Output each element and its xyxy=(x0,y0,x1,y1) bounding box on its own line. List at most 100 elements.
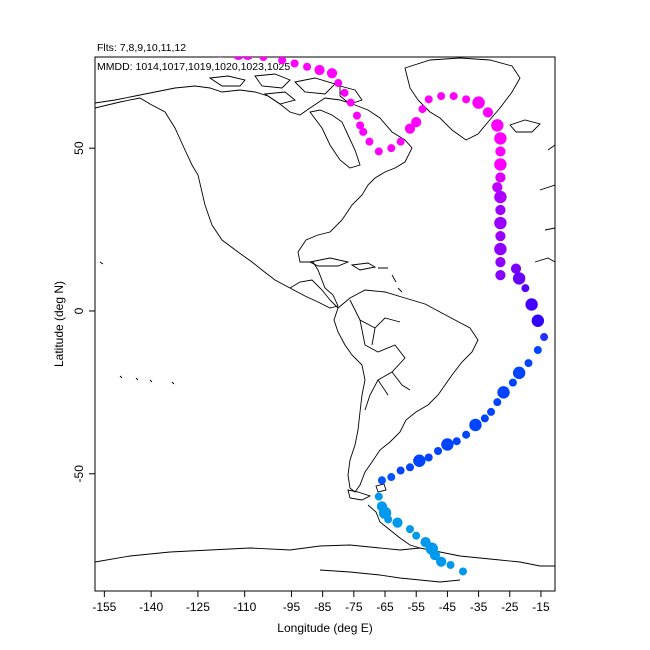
track-point-0 xyxy=(217,57,223,58)
track-point-60 xyxy=(424,453,433,462)
x-tick-label-0: -155 xyxy=(92,600,116,614)
x-tick-label-7: -65 xyxy=(376,600,394,614)
x-tick-label-3: -110 xyxy=(233,600,256,614)
track-point-16 xyxy=(374,147,383,156)
caribbean-islands xyxy=(308,257,403,293)
track-point-50 xyxy=(508,378,517,387)
europe-edge xyxy=(534,144,555,263)
track-point-17 xyxy=(387,144,396,153)
track-point-18 xyxy=(396,137,405,146)
track-point-44 xyxy=(525,298,538,311)
track-point-66 xyxy=(374,492,383,501)
track-point-52 xyxy=(493,398,502,407)
track-point-28 xyxy=(491,119,504,132)
track-point-77 xyxy=(446,560,455,569)
track-point-48 xyxy=(524,359,533,368)
track-point-12 xyxy=(352,111,361,120)
track-point-13 xyxy=(356,121,365,130)
track-point-22 xyxy=(424,95,433,104)
track-point-7 xyxy=(314,64,325,76)
track-point-26 xyxy=(472,96,485,109)
track-point-5 xyxy=(290,59,299,68)
y-axis: 50 0 -50 xyxy=(72,141,95,482)
track-point-37 xyxy=(495,230,506,242)
track-point-75 xyxy=(429,550,441,561)
track-point-51 xyxy=(497,386,510,399)
antarctica-coast xyxy=(95,544,555,583)
track-point-56 xyxy=(462,430,471,439)
track-point-39 xyxy=(495,257,506,268)
coastlines xyxy=(95,57,555,583)
track-point-4 xyxy=(278,57,287,65)
track-point-6 xyxy=(303,62,312,71)
track-point-31 xyxy=(494,158,507,171)
track-point-57 xyxy=(452,437,461,446)
track-point-36 xyxy=(494,216,507,230)
track-point-8 xyxy=(326,68,338,79)
track-point-29 xyxy=(494,132,507,145)
track-point-21 xyxy=(418,105,427,114)
track-point-59 xyxy=(434,446,443,455)
x-axis-label: Longitude (deg E) xyxy=(277,621,372,635)
track-point-40 xyxy=(495,270,506,281)
track-point-61 xyxy=(413,454,426,467)
x-tick-label-9: -45 xyxy=(439,600,457,614)
y-tick-label-2: -50 xyxy=(72,465,86,483)
track-point-42 xyxy=(512,272,526,285)
track-point-23 xyxy=(437,92,446,101)
x-tick-label-8: -55 xyxy=(408,600,426,614)
track-point-49 xyxy=(512,366,526,380)
track-point-1 xyxy=(233,57,244,60)
track-point-25 xyxy=(462,95,471,104)
scattered-islands xyxy=(99,261,175,385)
track-point-46 xyxy=(540,333,549,342)
y-tick-label-0: 50 xyxy=(72,141,86,155)
track-point-14 xyxy=(359,127,368,136)
track-point-76 xyxy=(436,556,447,567)
track-point-47 xyxy=(533,346,542,355)
tierra-del-fuego xyxy=(347,489,372,501)
track-point-15 xyxy=(365,137,374,146)
dates-label: MMDD: 1014,1017,1019,1020,1023,1025 xyxy=(97,61,290,73)
flight-track-points xyxy=(217,57,549,576)
track-point-55 xyxy=(469,418,482,432)
north-america-coast xyxy=(95,85,413,309)
track-point-32 xyxy=(495,172,506,183)
track-point-70 xyxy=(392,517,403,528)
track-point-54 xyxy=(480,414,489,423)
track-point-71 xyxy=(405,525,414,534)
iceland-coast xyxy=(509,119,541,133)
x-axis: -155 -140 -125 -110 -95 -85 -75 -65 -55 -45 -35 -25… xyxy=(92,591,550,614)
track-point-30 xyxy=(495,146,506,157)
track-point-69 xyxy=(384,515,393,524)
track-point-64 xyxy=(387,473,396,482)
track-point-9 xyxy=(334,79,343,88)
track-point-33 xyxy=(492,182,503,193)
track-point-27 xyxy=(482,107,494,118)
track-point-62 xyxy=(405,463,414,472)
x-tick-label-12: -15 xyxy=(532,600,550,614)
central-america-coast xyxy=(289,279,339,309)
track-point-34 xyxy=(494,190,507,204)
antarctic-peninsula xyxy=(367,504,421,549)
track-point-63 xyxy=(396,466,405,475)
track-point-3 xyxy=(259,57,268,61)
x-tick-label-6: -75 xyxy=(345,600,363,614)
x-tick-label-4: -95 xyxy=(283,600,301,614)
falkland-islands xyxy=(375,483,387,493)
track-point-45 xyxy=(531,314,545,327)
track-point-11 xyxy=(346,98,355,107)
y-tick-label-1: 0 xyxy=(72,307,86,314)
track-point-19 xyxy=(404,123,416,134)
track-point-2 xyxy=(242,57,254,60)
track-point-10 xyxy=(340,88,349,97)
track-point-38 xyxy=(494,242,507,256)
track-point-53 xyxy=(487,407,496,416)
x-tick-label-1: -140 xyxy=(139,600,163,614)
x-tick-label-10: -35 xyxy=(470,600,488,614)
flights-label: Flts: 7,8,9,10,11,12 xyxy=(97,42,186,54)
south-america-coast xyxy=(333,289,479,493)
plot-frame xyxy=(94,56,556,592)
x-tick-label-2: -125 xyxy=(186,600,210,614)
